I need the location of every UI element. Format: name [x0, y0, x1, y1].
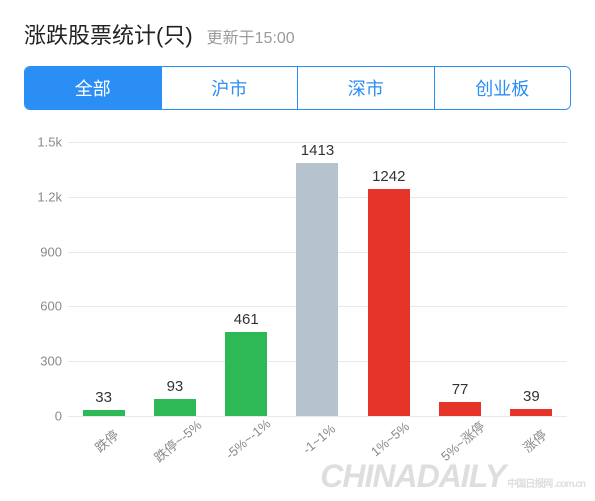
bar [296, 163, 338, 416]
tab-0[interactable]: 全部 [25, 67, 162, 109]
tab-3[interactable]: 创业板 [435, 67, 571, 109]
bar-slot: 33 [68, 142, 139, 416]
bar-value-label: 461 [234, 311, 259, 328]
bar-value-label: 77 [452, 381, 469, 398]
bars-container: 33 93 461 1413 1242 77 39 [68, 142, 567, 416]
tab-2[interactable]: 深市 [298, 67, 435, 109]
bar-value-label: 1413 [301, 142, 334, 159]
bar-slot: 93 [139, 142, 210, 416]
watermark-domain: .com.cn [554, 479, 585, 490]
chart-x-labels: 跌停跌停~-5%-5%~-1%-1~1%1%~5%5%~涨停涨停 [68, 420, 567, 478]
bar-value-label: 33 [95, 389, 112, 406]
bar-value-label: 1242 [372, 168, 405, 185]
chart-plot-area: 33 93 461 1413 1242 77 39 [68, 142, 567, 416]
stock-change-chart: 33 93 461 1413 1242 77 39 跌停跌停~-5%-5%~-1%-1~1%… [24, 138, 571, 478]
bar-slot: 77 [424, 142, 495, 416]
bar-slot: 461 [211, 142, 282, 416]
bar-value-label: 39 [523, 388, 540, 405]
y-tick-label: 900 [24, 244, 62, 259]
bar-value-label: 93 [167, 378, 184, 395]
market-tabs: 全部沪市深市创业板 [24, 66, 571, 110]
bar-slot: 1413 [282, 142, 353, 416]
bar-slot: 39 [496, 142, 567, 416]
y-tick-label: 1.5k [24, 135, 62, 150]
y-tick-label: 600 [24, 299, 62, 314]
update-time: 更新于15:00 [207, 24, 295, 48]
bar-slot: 1242 [353, 142, 424, 416]
y-tick-label: 300 [24, 354, 62, 369]
page-title: 涨跌股票统计(只) [24, 18, 193, 50]
header: 涨跌股票统计(只) 更新于15:00 [0, 0, 595, 62]
bar [368, 189, 410, 416]
y-tick-label: 1.2k [24, 189, 62, 204]
tab-1[interactable]: 沪市 [162, 67, 299, 109]
y-tick-label: 0 [24, 409, 62, 424]
